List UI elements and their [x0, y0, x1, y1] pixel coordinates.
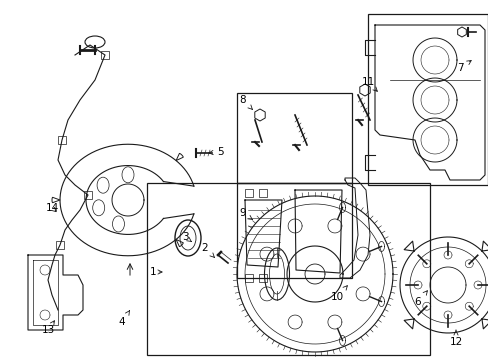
Text: 1: 1: [149, 267, 162, 277]
Bar: [58, 136, 66, 144]
Bar: [101, 51, 109, 59]
Text: 3: 3: [182, 232, 191, 242]
Text: 11: 11: [361, 77, 377, 91]
Bar: [56, 241, 64, 249]
Text: 5: 5: [208, 147, 223, 157]
Text: 4: 4: [119, 311, 129, 327]
Bar: [147, 183, 429, 355]
Text: 7: 7: [456, 60, 470, 73]
Text: 14: 14: [45, 203, 59, 213]
Text: 9: 9: [239, 208, 252, 220]
Text: 12: 12: [448, 330, 462, 347]
Text: 13: 13: [41, 321, 55, 335]
Text: 10: 10: [330, 286, 346, 302]
Text: 2: 2: [201, 243, 214, 257]
Text: 6: 6: [414, 291, 427, 307]
Bar: [237, 93, 351, 183]
Bar: [84, 191, 92, 199]
Bar: [367, 14, 487, 185]
Text: 8: 8: [239, 95, 252, 109]
Bar: [237, 183, 351, 278]
